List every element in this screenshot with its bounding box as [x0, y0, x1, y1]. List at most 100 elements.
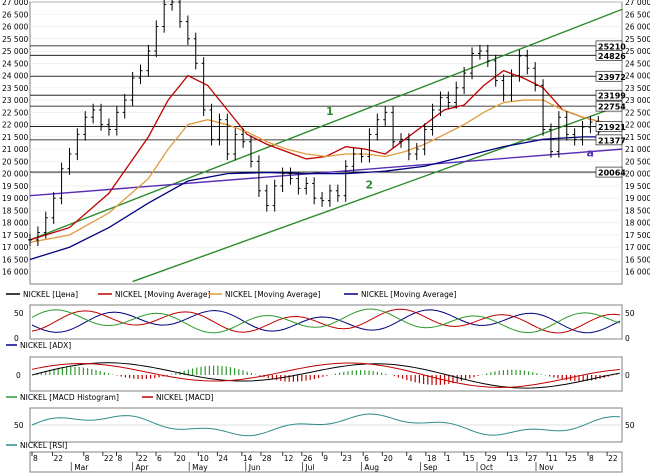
macd-label: NICKEL [MACD] [156, 393, 214, 402]
x-day-label: 11 [548, 454, 558, 463]
channel-1-upper [29, 8, 623, 241]
y-tick-label-right: 18 500 [625, 206, 650, 215]
x-day-label: 27 [528, 454, 538, 463]
y-tick-label-right: 24 500 [625, 59, 650, 68]
y-tick-label-right: 18 000 [625, 219, 650, 228]
y-tick-label-left: 19 000 [2, 194, 28, 203]
price-y-axis-left: 16 000 16 500 17 000 17 500 18 000 18 500 19 0… [2, 0, 28, 277]
legend-label: NICKEL [Moving Average] [115, 290, 210, 299]
y-tick-label-left: 20 000 [2, 170, 28, 179]
annotation-label: 2 [365, 178, 373, 191]
y-tick-label-right: 27 000 [625, 0, 650, 7]
rsi-panel: 50 50 NICKEL [RSI] [6, 413, 635, 450]
rsi-line [31, 413, 621, 437]
y-tick-label-left: 18 000 [2, 219, 28, 228]
price-tag-box [595, 121, 623, 132]
x-day-label: 4 [408, 454, 413, 463]
price-tag-label: 23972 [598, 73, 626, 82]
rsi-y-tick-right: 50 [625, 421, 635, 430]
y-tick-label-left: 21 000 [2, 145, 28, 154]
channel-1-lower [132, 104, 623, 283]
adx-panel-label: NICKEL [ADX] [20, 341, 71, 350]
x-day-label: 6 [157, 454, 162, 463]
adx-y-tick-right: 0 [625, 334, 630, 343]
x-day-label: 12 [284, 454, 294, 463]
legend-label: NICKEL [Цена] [23, 290, 78, 299]
price-tag-label: 25210 [598, 42, 626, 51]
y-tick-label-left: 25 000 [2, 47, 28, 56]
macd-y-tick-left: 0 [16, 371, 21, 380]
price-tag-box [595, 100, 623, 112]
y-tick-label-right: 26 500 [625, 10, 650, 19]
y-tick-label-right: 21 000 [625, 145, 650, 154]
macd-panel-frame [29, 356, 623, 392]
x-day-label: 6 [364, 454, 369, 463]
x-day-label: 22 [138, 454, 148, 463]
x-axis: 8 22 8 22 8 22 6 20 10 24 14 28 12 26 9 23 6 20 4 18 1 15 29 13… [31, 452, 618, 472]
y-tick-label-left: 26 500 [2, 10, 28, 19]
adx-line [31, 308, 621, 334]
price-tag-label: 21921 [598, 123, 626, 132]
y-tick-label-right: 21 500 [625, 133, 650, 142]
y-tick-label-left: 22 500 [2, 108, 28, 117]
y-tick-label-right: 26 000 [625, 23, 650, 32]
x-day-label: 20 [176, 454, 186, 463]
adx-panel-frame [29, 304, 623, 340]
y-tick-label-left: 17 000 [2, 243, 28, 252]
x-day-label: 8 [117, 454, 122, 463]
trend-channels [29, 8, 623, 283]
price-tag-box [595, 134, 623, 146]
y-tick-label-left: 17 500 [2, 231, 28, 240]
adx-line [31, 308, 621, 334]
price-tag-box [595, 50, 623, 61]
y-tick-label-right: 17 000 [625, 243, 650, 252]
y-tick-label-right: 24 000 [625, 72, 650, 81]
x-day-label: 8 [589, 454, 594, 463]
y-tick-label-left: 16 500 [2, 255, 28, 264]
price-tag-label: 20064 [598, 169, 626, 178]
x-day-label: 22 [104, 454, 114, 463]
price-tag-label: 23199 [598, 92, 626, 101]
x-month-label: Jun [248, 463, 261, 472]
y-tick-label-right: 22 500 [625, 108, 650, 117]
adx-y-tick-left: 50 [14, 309, 24, 318]
y-tick-label-left: 23 500 [2, 84, 28, 93]
x-day-label: 13 [509, 454, 519, 463]
x-day-label: 8 [33, 454, 38, 463]
moving-average-line [29, 136, 603, 261]
y-tick-label-right: 19 000 [625, 194, 650, 203]
x-day-label: 9 [323, 454, 328, 463]
legend: NICKEL [Цена] NICKEL [Moving Average] NICK… [6, 290, 456, 299]
y-tick-label-right: 25 500 [625, 35, 650, 44]
x-month-label: Aug [364, 463, 379, 472]
x-day-label: 18 [427, 454, 437, 463]
price-tag-label: 24826 [598, 52, 626, 61]
y-tick-label-right: 16 000 [625, 268, 650, 277]
y-tick-label-right: 20 500 [625, 157, 650, 166]
x-day-label: 29 [487, 454, 497, 463]
y-tick-label-left: 16 000 [2, 268, 28, 277]
y-tick-label-right: 25 000 [625, 47, 650, 56]
x-month-label: Apr [136, 463, 150, 472]
y-tick-label-right: 16 500 [625, 255, 650, 264]
macd-panel: 0 0 NICKEL [MACD Histogram] NICKEL [MACD] [6, 362, 630, 402]
y-tick-label-left: 19 500 [2, 182, 28, 191]
rsi-panel-label: NICKEL [RSI] [20, 441, 67, 450]
annotation-label: 1 [326, 105, 334, 118]
x-day-label: 14 [243, 454, 253, 463]
x-month-label: May [192, 463, 208, 472]
adx-panel: 0 0 50 50 NICKEL [ADX] [6, 308, 635, 350]
price-tag-label: 21377 [598, 136, 626, 145]
adx-y-tick-left: 0 [14, 334, 19, 343]
y-tick-label-left: 23 000 [2, 96, 28, 105]
price-y-axis-right: 16 000 16 500 17 000 17 500 18 000 18 500 19 0… [625, 0, 650, 277]
x-day-label: 26 [303, 454, 313, 463]
price-bars [28, 0, 601, 246]
x-day-label: 22 [53, 454, 63, 463]
y-tick-label-left: 22 000 [2, 121, 28, 130]
moving-average-line [29, 99, 603, 243]
x-day-label: 15 [465, 454, 475, 463]
y-tick-label-left: 27 000 [2, 0, 28, 7]
x-day-label: 8 [85, 454, 90, 463]
